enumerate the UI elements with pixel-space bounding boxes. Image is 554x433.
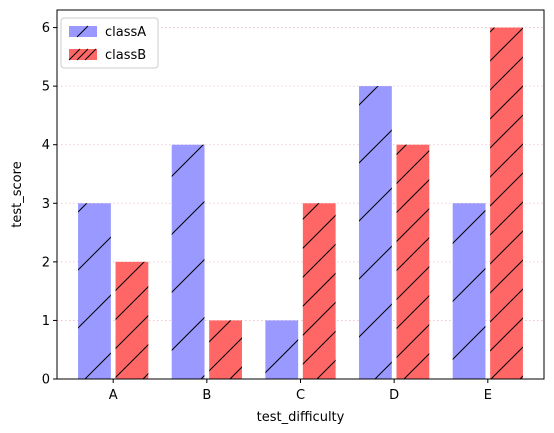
y-tick-label: 5 [42,80,50,95]
y-tick-label: 1 [42,314,50,329]
legend-hatch-line [76,48,89,61]
y-tick-label: 3 [42,197,50,212]
bar-hatch-classA-E [452,203,486,379]
bars [78,27,523,380]
y-tick-label: 0 [42,373,50,388]
x-tick-label: B [202,388,211,403]
bar-hatch-classA-A [78,203,111,379]
x-tick-label: E [484,388,492,403]
bar-hatch-classA-C [265,320,299,379]
legend-hatch-line [84,48,97,61]
bar-hatch-classB-E [490,27,523,379]
y-tick-label: 2 [42,255,50,270]
bar-hatch-classB-D [396,144,430,379]
y-tick-label: 6 [42,21,50,36]
bar-hatch-classB-B [209,320,242,379]
legend-hatch-line [68,48,81,61]
y-tick-label: 4 [42,138,50,153]
legend-hatch-line [76,25,89,38]
x-axis-label: test_difficulty [257,410,345,425]
bar-hatch-classA-D [359,86,392,380]
y-axis-label: test_score [10,161,25,227]
bar-hatch-classB-A [115,261,149,379]
bar-hatch-classB-C [302,203,336,379]
legend-label-classA: classA [105,25,146,40]
legend: classA classB [60,17,159,69]
x-tick-label: A [109,388,118,403]
x-tick-label: C [296,388,305,403]
legend-label-classB: classB [105,48,146,63]
bar-hatch-classA-B [171,144,205,379]
x-axis-ticks: A B C D E [109,379,492,403]
x-tick-label: D [389,388,399,403]
y-axis-ticks: 0 1 2 3 4 5 6 [42,21,57,388]
